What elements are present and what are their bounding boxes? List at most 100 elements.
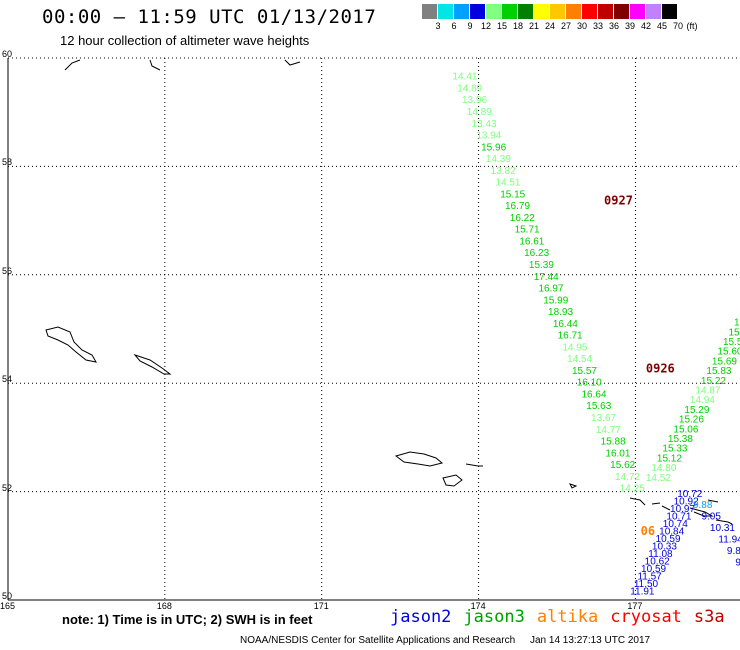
jason3-obs: 14.89	[467, 107, 492, 118]
jason2-obs: 9.87	[727, 546, 740, 557]
kiska-area	[569, 483, 578, 489]
legend-swatch	[566, 4, 582, 19]
jason3-obs: 15.83	[706, 366, 731, 377]
jason3-obs: 15.33	[662, 444, 687, 455]
jason3-obs: 15.39	[529, 260, 554, 271]
jason3-obs: 15.96	[481, 142, 506, 153]
legend-unit: (ft)	[686, 21, 698, 31]
legend-swatch	[630, 4, 646, 19]
map-subtitle: 12 hour collection of altimeter wave hei…	[60, 33, 310, 48]
generation-timestamp: Jan 14 13:27:13 UTC 2017	[530, 635, 651, 646]
jason3-obs: 15.55	[734, 318, 740, 329]
legend-swatch	[438, 4, 454, 19]
jason3-obs: 14.72	[615, 472, 640, 483]
legend-swatch	[598, 4, 614, 19]
jason3-obs: 15.88	[601, 437, 626, 448]
satellite-jason2: jason2	[390, 607, 452, 627]
jason2-obs: 10.92	[674, 497, 699, 508]
lon-tick-label: 171	[313, 601, 329, 611]
pass-time-label: 06	[641, 524, 655, 538]
legend-label: 21	[528, 21, 540, 31]
satellite-cryosat: cryosat	[610, 607, 682, 627]
legend-label: 36	[608, 21, 620, 31]
lat-tick-label: 50	[2, 591, 13, 601]
jason2-obs: 10.72	[677, 489, 702, 500]
jason3-obs: 15.69	[712, 356, 737, 367]
legend-swatch	[486, 4, 502, 19]
coastlines	[45, 59, 733, 525]
jason3-obs: 15.26	[679, 415, 704, 426]
legend-swatch	[614, 4, 630, 19]
jason3-obs: 16.44	[553, 319, 578, 330]
jason2-obs: 11.50	[634, 579, 659, 590]
jason2-obs: 10.71	[666, 512, 691, 523]
legend-swatch	[646, 4, 662, 19]
jason3-obs: 15.15	[500, 189, 525, 200]
jason3-obs: 15.06	[673, 424, 698, 435]
jason2-obs: 10.59	[656, 534, 681, 545]
pass-time-label: 0927	[604, 193, 633, 207]
jason3-obs: 14.54	[567, 354, 592, 365]
jason3-obs: 14.80	[651, 463, 676, 474]
agattu-island	[442, 474, 463, 487]
lon-tick-label: 165	[0, 601, 16, 611]
jason3-obs: 14.25	[620, 484, 645, 495]
jason2-obs: 10.84	[659, 527, 684, 538]
legend-swatch	[454, 4, 470, 19]
satellite-legend: jason2 jason3 altika cryosat s3a	[390, 607, 737, 627]
lat-tick-label: 54	[2, 374, 13, 385]
jason3-obs: 16.22	[510, 213, 535, 224]
shemya	[465, 463, 483, 467]
jason3-obs: 14.41	[452, 72, 477, 83]
pass-time-label: 0926	[646, 361, 675, 375]
jason3-obs: 14.51	[495, 178, 520, 189]
legend-label: 12	[480, 21, 492, 31]
satellite-tracks: 14.4114.8913.9614.8913.4313.9415.9614.39…	[452, 72, 740, 598]
legend-label: 6	[451, 21, 457, 31]
jason3-obs: 16.61	[519, 236, 544, 247]
legend-label: 18	[512, 21, 524, 31]
jason3-obs: 15.22	[701, 376, 726, 387]
legend-swatch	[470, 4, 486, 19]
satellite-jason3: jason3	[463, 607, 525, 627]
jason3-obs: 16.71	[558, 331, 583, 342]
legend-label: 45	[656, 21, 668, 31]
jason3-obs: 13.82	[491, 166, 516, 177]
jason2-obs: 11.94	[718, 534, 740, 545]
legend-labels: 3 6 9 12 15 18 21 24 27 30 33 36 39 42 45 70 (ft)	[422, 19, 740, 31]
jason3-obs: 15.62	[610, 460, 635, 471]
jason3-obs: 16.23	[524, 248, 549, 259]
legend-label: 42	[640, 21, 652, 31]
legend-label: 3	[435, 21, 441, 31]
jason2-obs: 9.05	[701, 511, 721, 522]
jason3-obs: 13.67	[591, 413, 616, 424]
jason3-obs: 15.38	[668, 434, 693, 445]
legend-swatch	[662, 4, 678, 19]
jason2-obs: 11.91	[630, 587, 655, 598]
legend-label: 15	[496, 21, 508, 31]
legend-label: 9	[467, 21, 473, 31]
satellite-altika: altika	[536, 607, 599, 627]
lon-tick-label: 168	[156, 601, 172, 611]
lat-lon-grid	[7, 57, 740, 601]
jason3-obs: 15.99	[543, 295, 568, 306]
jason3-obs: 14.95	[562, 342, 587, 353]
map-title: 00:00 – 11:59 UTC 01/13/2017	[42, 6, 377, 28]
jason3-obs: 15.63	[586, 401, 611, 412]
bering-island	[45, 326, 97, 363]
kamchatka-coast	[64, 59, 301, 71]
jason2-obs: 10.97	[670, 504, 695, 515]
credit-line: NOAA/NESDIS Center for Satellite Applica…	[240, 635, 516, 646]
jason2-obs: 10.33	[652, 542, 677, 553]
jason3-obs: 15.49	[728, 327, 740, 338]
jason3-obs: 13.96	[462, 95, 487, 106]
legend-label: 30	[576, 21, 588, 31]
legend-swatch	[550, 4, 566, 19]
jason3-obs: 15.29	[684, 405, 709, 416]
jason3-obs: 16.64	[581, 389, 606, 400]
color-legend: 3 6 9 12 15 18 21 24 27 30 33 36 39 42 45 70 (ft)	[422, 4, 740, 31]
jason3-obs: 18.93	[548, 307, 573, 318]
jason3-obs: 13.43	[472, 119, 497, 130]
jason3-obs: 14.94	[690, 395, 715, 406]
jason3-obs: 15.12	[657, 453, 682, 464]
